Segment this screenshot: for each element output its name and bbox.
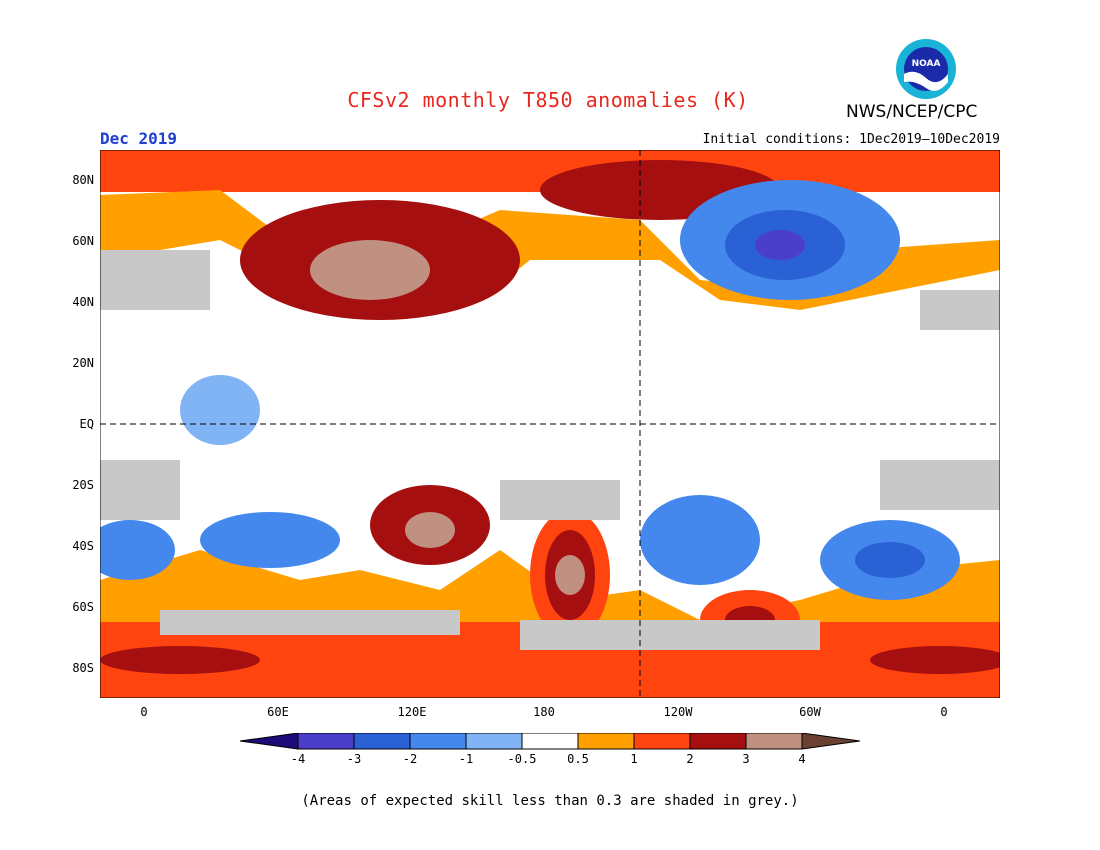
- month-label: Dec 2019: [100, 129, 178, 148]
- colorbar-tick-2: 2: [686, 752, 694, 766]
- colorbar-segment-1-2: [634, 733, 690, 749]
- colorbar-tick-minus4: -4: [290, 752, 306, 766]
- anomaly-map: [100, 150, 1000, 698]
- colorbar-segment-2-3: [690, 733, 746, 749]
- colorbar-segment-05-1: [578, 733, 634, 749]
- agency-label: NWS/NCEP/CPC: [846, 102, 978, 122]
- colorbar-segment-minus4-minus3: [298, 733, 354, 749]
- lon-label-120e: 120E: [397, 705, 427, 719]
- colorbar-segment-minus1-minus05: [466, 733, 522, 749]
- lat-label-60n: 60N: [72, 234, 94, 248]
- lat-label-20n: 20N: [72, 356, 94, 370]
- colorbar-tick-minus2: -2: [402, 752, 418, 766]
- colorbar-tick-4: 4: [798, 752, 806, 766]
- colorbar-tick-minus05: -0.5: [507, 752, 537, 766]
- lon-label-60w: 60W: [799, 705, 821, 719]
- colorbar-segment-minus3-minus2: [354, 733, 410, 749]
- lat-label-80n: 80N: [72, 173, 94, 187]
- lat-label-60s: 60S: [72, 600, 94, 614]
- noaa-logo: NOAA: [896, 39, 956, 99]
- colorbar-segment-minus2-minus1: [410, 733, 466, 749]
- initial-conditions-label: Initial conditions: 1Dec2019—10Dec2019: [702, 132, 1000, 147]
- lat-label-20s: 20S: [72, 478, 94, 492]
- colorbar-tick-minus3: -3: [346, 752, 362, 766]
- lon-label-0: 0: [140, 705, 148, 719]
- lat-label-eq: EQ: [79, 417, 94, 431]
- lat-label-40n: 40N: [72, 295, 94, 309]
- lon-label-60e: 60E: [267, 705, 289, 719]
- lon-label-0-east: 0: [940, 705, 948, 719]
- lon-label-120w: 120W: [663, 705, 693, 719]
- skill-footnote: (Areas of expected skill less than 0.3 a…: [301, 793, 799, 809]
- lon-label-180: 180: [533, 705, 555, 719]
- lat-label-80s: 80S: [72, 661, 94, 675]
- colorbar-tick-05: 0.5: [567, 752, 589, 766]
- colorbar-segment-neutral: [522, 733, 578, 749]
- svg-text:NOAA: NOAA: [912, 59, 941, 69]
- colorbar-segment-above-4: [802, 733, 860, 749]
- colorbar-segment-below-minus4: [240, 733, 298, 749]
- colorbar-segment-3-4: [746, 733, 802, 749]
- lat-label-40s: 40S: [72, 539, 94, 553]
- colorbar-tick-3: 3: [742, 752, 750, 766]
- colorbar: [240, 733, 860, 750]
- colorbar-tick-1: 1: [630, 752, 638, 766]
- colorbar-tick-minus1: -1: [458, 752, 474, 766]
- chart-title: CFSv2 monthly T850 anomalies (K): [347, 88, 749, 112]
